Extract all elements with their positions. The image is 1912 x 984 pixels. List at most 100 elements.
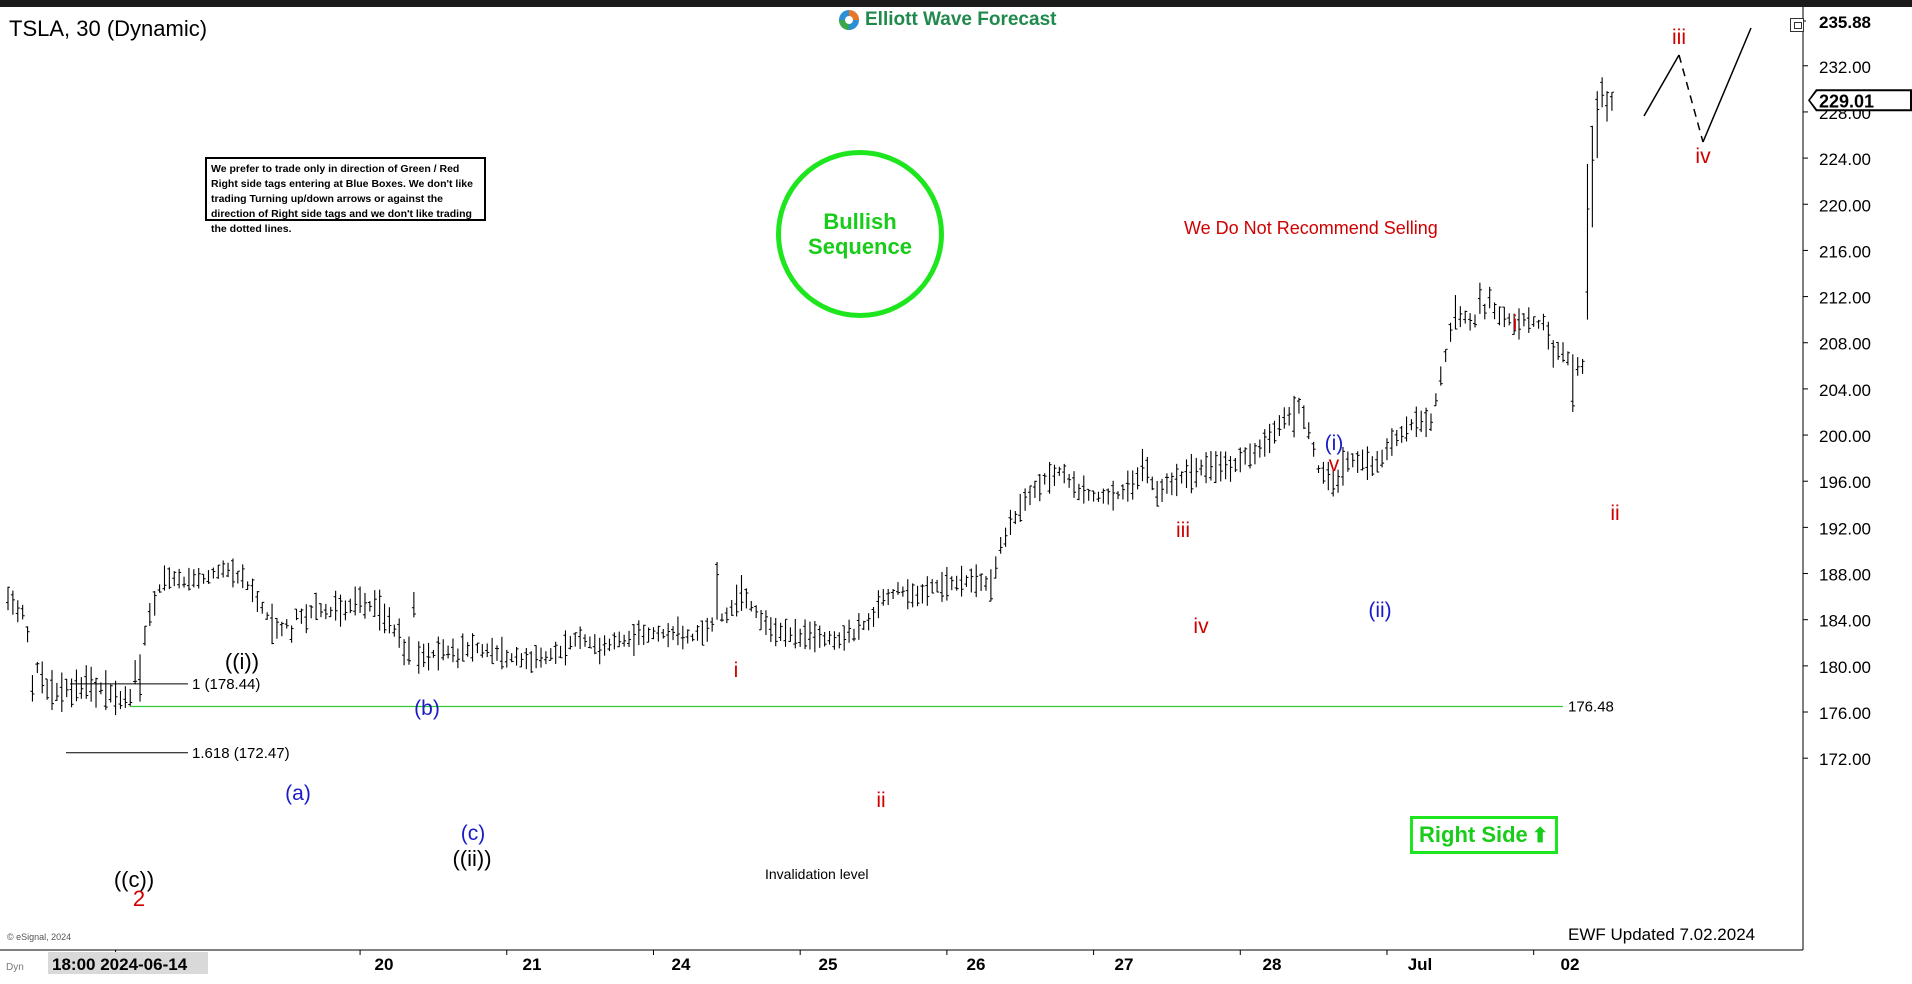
ohlc-bar	[235, 570, 240, 584]
ohlc-bar	[583, 634, 588, 647]
brand-name: Elliott Wave Forecast	[865, 9, 1057, 30]
ohlc-bar	[1057, 466, 1062, 476]
ohlc-bar	[573, 632, 578, 647]
ticker-title: TSLA, 30 (Dynamic)	[9, 16, 208, 41]
ohlc-bar	[1389, 428, 1394, 456]
ohlc-bar	[666, 623, 671, 648]
ohlc-bar	[631, 624, 636, 656]
ohlc-bar	[1321, 461, 1326, 484]
ohlc-bar	[915, 585, 920, 607]
disclaimer-box: We prefer to trade only in direction of …	[205, 157, 486, 235]
ohlc-bar	[558, 645, 563, 659]
ohlc-bar	[773, 617, 778, 647]
ohlc-bar	[1052, 464, 1057, 486]
y-tick-label: 196.00	[1819, 473, 1871, 492]
y-tick-label: 212.00	[1819, 289, 1871, 308]
ohlc-bar	[431, 650, 436, 658]
ohlc-bar	[847, 619, 852, 643]
ohlc-bar	[274, 617, 279, 639]
ohlc-bar	[1252, 443, 1257, 465]
ohlc-bar	[59, 672, 64, 712]
ohlc-bar	[226, 562, 231, 578]
ohlc-bar	[1028, 485, 1033, 506]
wave-label: iv	[1695, 145, 1711, 168]
ohlc-bar	[240, 564, 245, 589]
ohlc-bar	[265, 612, 270, 620]
ohlc-bar	[377, 589, 382, 631]
ohlc-bar	[1199, 459, 1204, 476]
ohlc-bar	[1135, 467, 1140, 490]
ohlc-bar	[133, 660, 138, 685]
ohlc-bar	[118, 691, 123, 710]
updated-text: EWF Updated 7.02.2024	[1568, 925, 1756, 944]
ohlc-bar	[729, 600, 734, 616]
ohlc-bar	[279, 621, 284, 637]
ohlc-bar	[1081, 475, 1086, 504]
ohlc-bar	[617, 631, 622, 648]
ohlc-bar	[504, 649, 509, 668]
ohlc-bar	[1042, 473, 1047, 485]
ohlc-bar	[939, 571, 944, 602]
ohlc-bar	[1380, 449, 1385, 468]
ohlc-bar	[1125, 470, 1130, 502]
ohlc-bar	[905, 579, 910, 610]
ohlc-bar	[993, 556, 998, 579]
ohlc-bar	[450, 638, 455, 663]
ohlc-bar	[270, 603, 275, 645]
ohlc-bar	[152, 591, 157, 616]
x-first-bg	[48, 952, 208, 974]
right-side-label: Right Side	[1419, 822, 1528, 847]
ohlc-bar	[1150, 476, 1155, 491]
ohlc-bar	[1164, 473, 1169, 494]
ohlc-bar	[191, 569, 196, 588]
ohlc-bar	[1243, 447, 1248, 465]
ohlc-bar	[944, 566, 949, 601]
y-tick-label: 184.00	[1819, 612, 1871, 631]
ohlc-bar	[509, 653, 514, 663]
ohlc-bar	[563, 630, 568, 666]
last-price-tag: 229.01	[1808, 89, 1912, 112]
ohlc-bar	[1350, 453, 1355, 468]
ohlc-bar	[206, 570, 211, 584]
ohlc-bar	[685, 629, 690, 644]
ohlc-bar	[954, 575, 959, 591]
ohlc-bar	[1257, 439, 1262, 458]
ohlc-bar	[299, 608, 304, 624]
ohlc-bar	[778, 622, 783, 641]
ohlc-bar	[74, 669, 79, 702]
ohlc-bar	[162, 565, 167, 591]
ohlc-bar	[1384, 438, 1389, 461]
ohlc-bar	[534, 645, 539, 669]
ohlc-bar	[1399, 425, 1404, 443]
ohlc-bar	[856, 613, 861, 640]
ohlc-bar	[759, 610, 764, 631]
ohlc-bar	[495, 645, 499, 661]
ohlc-bar	[675, 616, 680, 646]
badge-line1: Bullish	[823, 209, 897, 234]
ohlc-bar	[230, 558, 235, 588]
last-price-label: 229.01	[1819, 91, 1874, 111]
y-tick-label: 192.00	[1819, 519, 1871, 538]
ohlc-bar	[1296, 397, 1301, 414]
ohlc-bar	[460, 633, 465, 662]
ohlc-bar	[1561, 342, 1566, 363]
y-tick-label: 204.00	[1819, 381, 1871, 400]
ohlc-bar	[1306, 422, 1311, 440]
ohlc-bar	[54, 682, 59, 701]
ohlc-bar	[1003, 527, 1008, 547]
ohlc-bar	[539, 647, 544, 668]
ohlc-bar	[1277, 415, 1282, 437]
maximize-icon[interactable]	[1790, 18, 1804, 32]
ohlc-bar	[891, 589, 896, 599]
ohlc-bar	[1443, 348, 1448, 363]
ohlc-bar	[1047, 461, 1052, 494]
ohlc-bar	[1096, 491, 1101, 502]
ohlc-bar	[1463, 310, 1468, 324]
ohlc-bar	[1355, 451, 1360, 473]
ohlc-bar	[499, 636, 504, 670]
ohlc-bar	[211, 567, 216, 579]
ohlc-bar	[475, 642, 480, 654]
ohlc-bar	[1394, 429, 1399, 447]
ohlc-bar	[587, 636, 592, 649]
ohlc-bar	[333, 590, 338, 621]
